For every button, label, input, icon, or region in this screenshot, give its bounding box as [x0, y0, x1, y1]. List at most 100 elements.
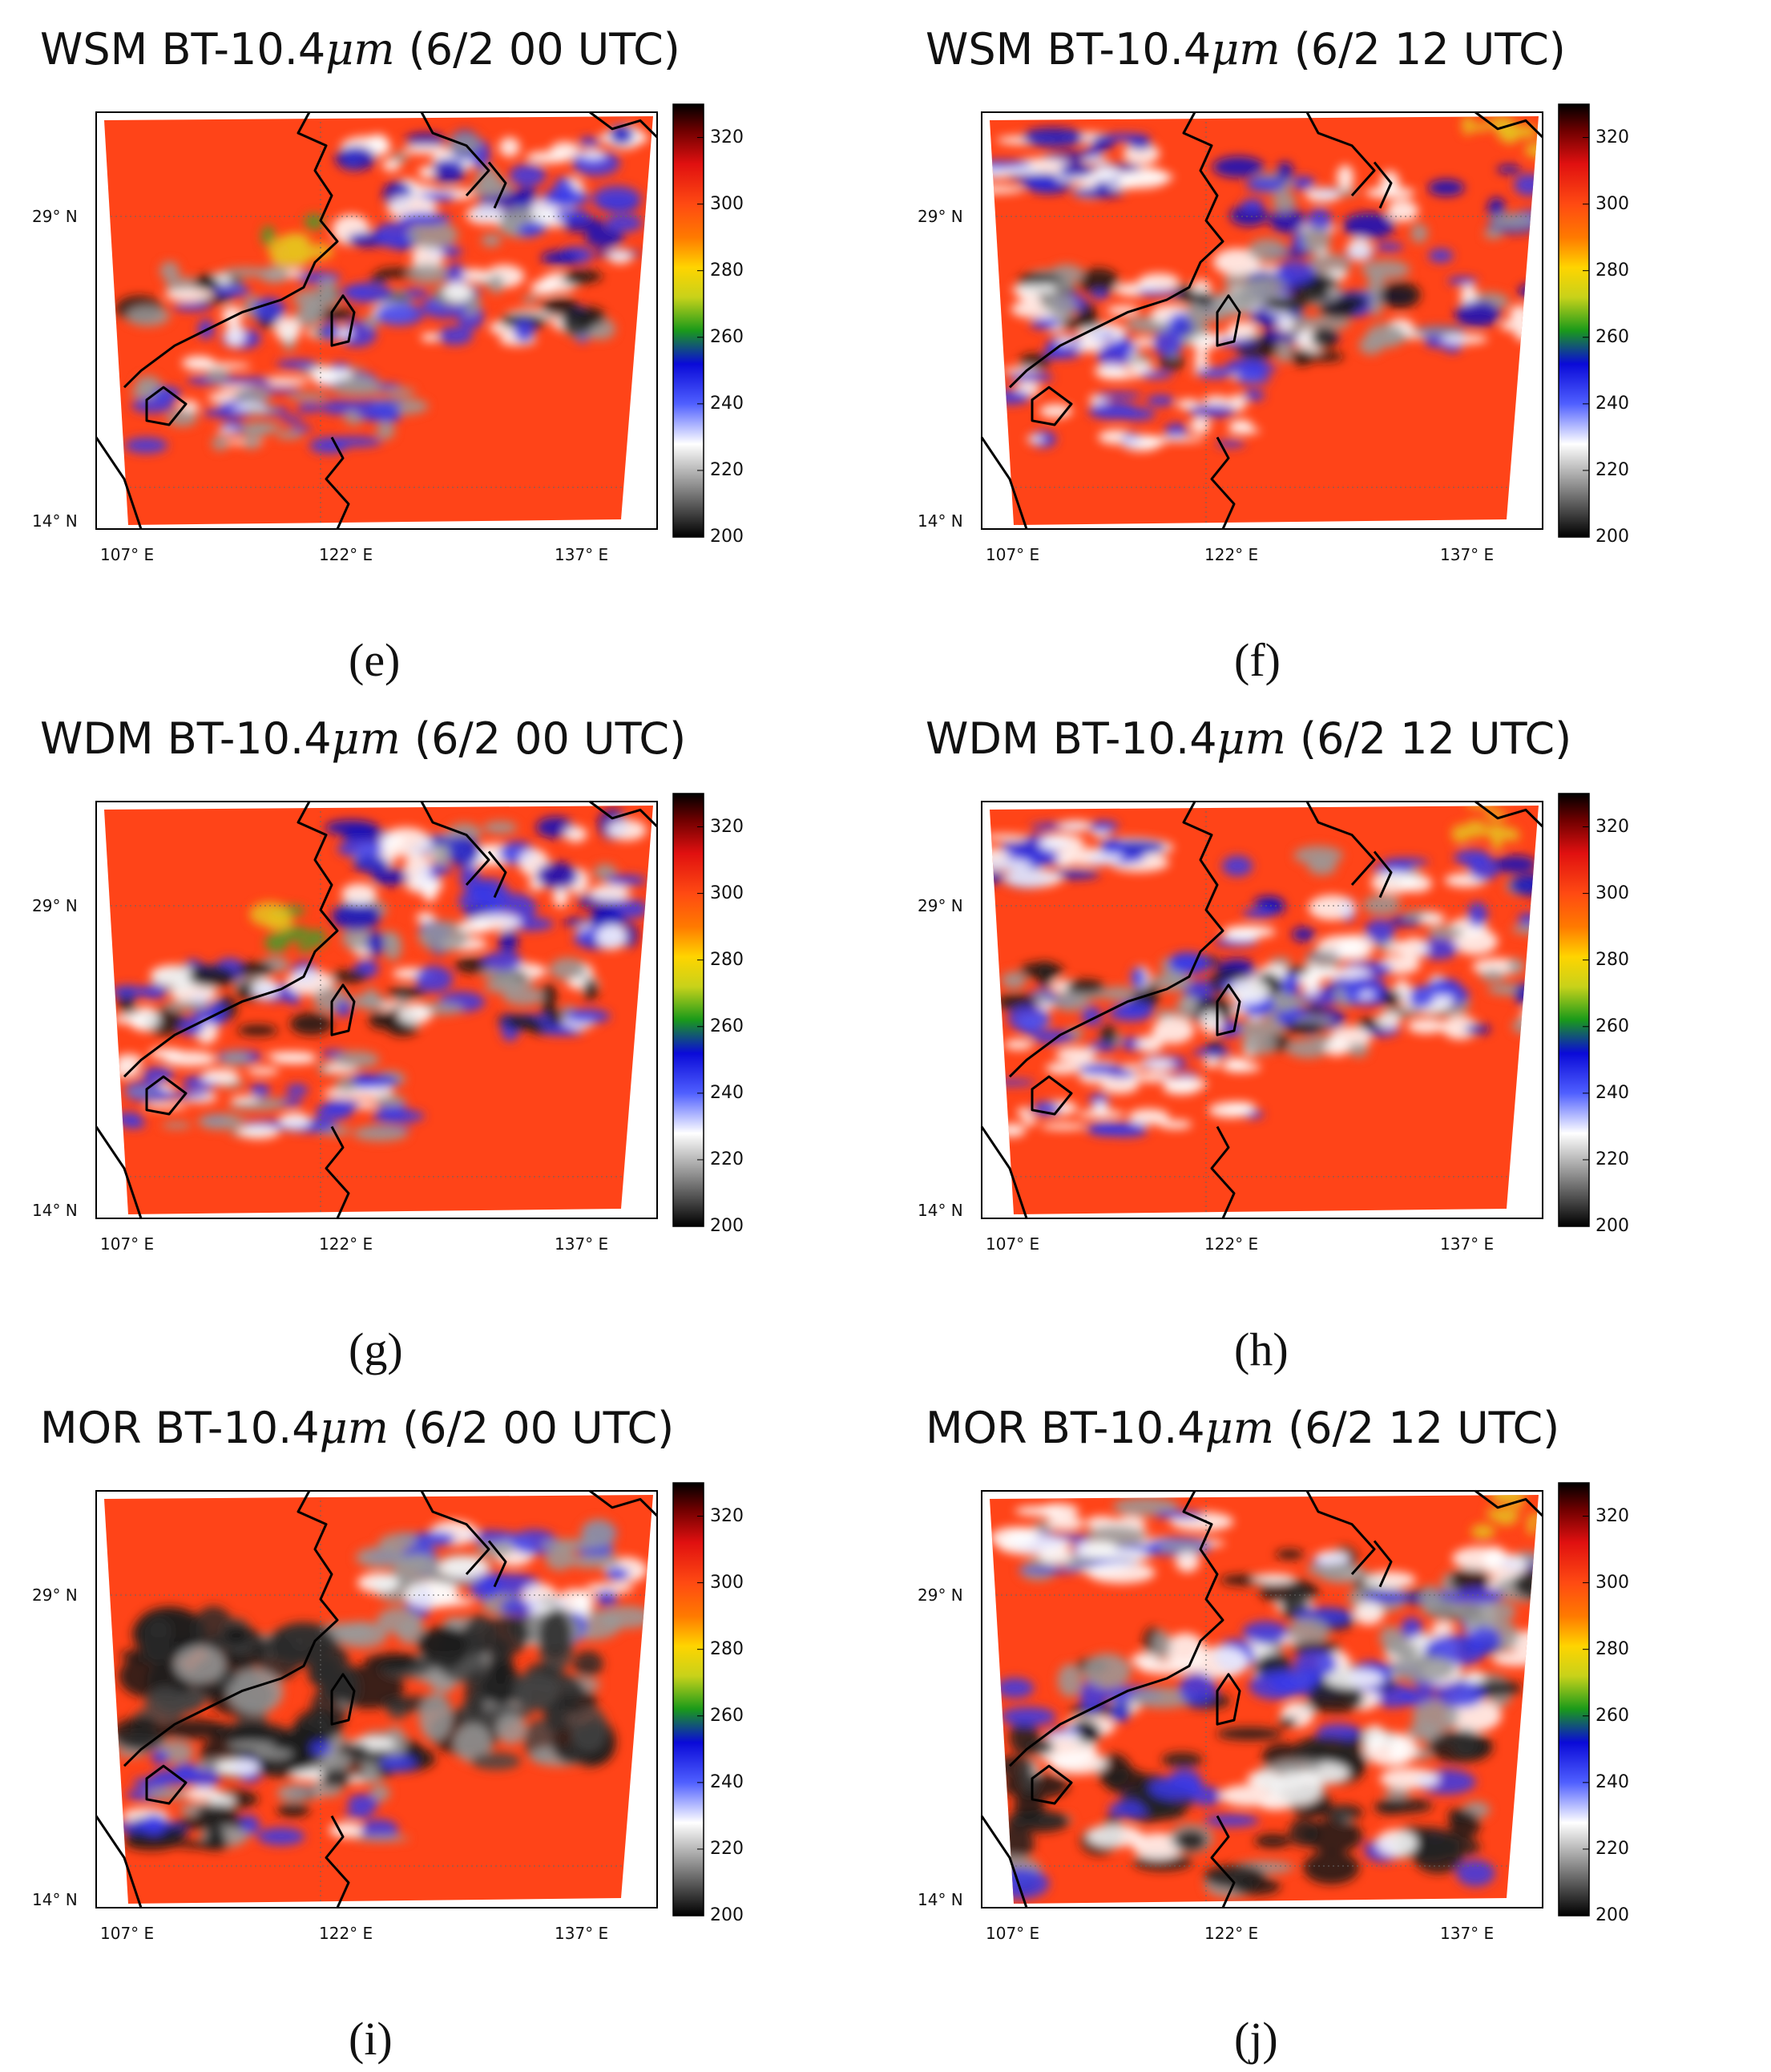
- colorbar: [672, 1482, 704, 1916]
- bt-field: [990, 1495, 1539, 1904]
- panel-f: WSM BT-10.4μm (6/2 12 UTC) 320 300 280 260 24…: [886, 0, 1771, 689]
- panel-caption: (e): [349, 634, 401, 686]
- bt-field: [990, 806, 1539, 1214]
- panel-title: WSM BT-10.4μm (6/2 00 UTC): [40, 24, 680, 75]
- colorbar-tick-label: 220: [1596, 1838, 1629, 1859]
- title-unit: μm: [1211, 24, 1281, 75]
- latitude-tick-label: 14° N: [918, 511, 963, 531]
- colorbar-tick-label: 260: [710, 1705, 744, 1726]
- colorbar-tick-label: 240: [1596, 1771, 1629, 1792]
- title-variable: BT-10.4: [167, 713, 332, 764]
- colorbar-tick-label: 280: [710, 260, 744, 281]
- colorbar-tick-label: 240: [710, 1082, 744, 1103]
- latitude-tick-label: 29° N: [918, 207, 963, 226]
- panel-h: WDM BT-10.4μm (6/2 12 UTC) 320 300 280 260 24…: [886, 689, 1771, 1379]
- panel-i: MOR BT-10.4μm (6/2 00 UTC) 320 300 280 260 24…: [0, 1379, 886, 2068]
- panel-j: MOR BT-10.4μm (6/2 12 UTC) 320 300 280 260 24…: [886, 1379, 1771, 2068]
- colorbar-tick-label: 200: [1596, 527, 1629, 547]
- colorbar-tick-label: 220: [1596, 1149, 1629, 1169]
- colorbar-tick-label: 260: [710, 326, 744, 347]
- colorbar-tick-label: 280: [1596, 260, 1629, 281]
- title-model-variable: WDM: [40, 713, 154, 764]
- panel-title: WDM BT-10.4μm (6/2 00 UTC): [40, 713, 686, 764]
- title-variable: BT-10.4: [1047, 24, 1212, 75]
- bt-field: [104, 116, 653, 525]
- latitude-tick-label: 29° N: [32, 896, 78, 915]
- latitude-tick-label: 14° N: [32, 1200, 78, 1220]
- bt-map: [95, 1482, 704, 1916]
- bt-field: [104, 1495, 653, 1904]
- colorbar-tick-label: 260: [1596, 1705, 1629, 1726]
- longitude-tick-label: 107° E: [100, 1924, 155, 1943]
- title-variable: BT-10.4: [1040, 1403, 1205, 1453]
- latitude-tick-label: 29° N: [32, 207, 78, 226]
- latitude-tick-label: 14° N: [32, 1889, 78, 1909]
- colorbar-tick-label: 220: [710, 459, 744, 480]
- colorbar-tick-label: 320: [1596, 1505, 1629, 1526]
- colorbar-tick-label: 280: [710, 1638, 744, 1659]
- longitude-tick-label: 122° E: [1204, 545, 1259, 564]
- panel-title: WSM BT-10.4μm (6/2 12 UTC): [926, 24, 1566, 75]
- title-unit: μm: [331, 713, 401, 764]
- coastlines: [95, 1489, 659, 1908]
- title-time: (6/2 12 UTC): [1293, 24, 1566, 75]
- colorbar-tick-label: 300: [710, 883, 744, 903]
- bt-field: [104, 806, 653, 1214]
- panel-caption: (i): [349, 2013, 393, 2065]
- longitude-tick-label: 137° E: [555, 545, 609, 564]
- longitude-tick-label: 107° E: [986, 1924, 1040, 1943]
- panel-caption: (h): [1234, 1323, 1289, 1375]
- colorbar-tick-label: 300: [1596, 883, 1629, 903]
- coastlines: [980, 800, 1544, 1219]
- longitude-tick-label: 107° E: [986, 545, 1040, 564]
- bt-map: [95, 793, 704, 1227]
- longitude-tick-label: 122° E: [319, 1234, 373, 1254]
- colorbar-tick-label: 200: [710, 527, 744, 547]
- longitude-tick-label: 122° E: [319, 545, 373, 564]
- panel-title: WDM BT-10.4μm (6/2 12 UTC): [926, 713, 1571, 764]
- bt-map: [980, 103, 1590, 538]
- panel-e: WSM BT-10.4μm (6/2 00 UTC) 320 300 280 260 24…: [0, 0, 886, 689]
- title-time: (6/2 00 UTC): [402, 1403, 675, 1453]
- colorbar-tick-label: 240: [1596, 393, 1629, 414]
- longitude-tick-label: 107° E: [100, 545, 155, 564]
- latitude-tick-label: 14° N: [32, 511, 78, 531]
- longitude-tick-label: 137° E: [1440, 545, 1495, 564]
- colorbar-tick-label: 220: [1596, 459, 1629, 480]
- panel-title: MOR BT-10.4μm (6/2 00 UTC): [40, 1403, 674, 1453]
- coastlines: [95, 111, 659, 530]
- latitude-tick-label: 29° N: [918, 1585, 963, 1605]
- latitude-tick-label: 29° N: [918, 896, 963, 915]
- latitude-tick-label: 14° N: [918, 1200, 963, 1220]
- colorbar: [1558, 1482, 1590, 1916]
- colorbar-tick-label: 200: [1596, 1905, 1629, 1925]
- longitude-tick-label: 137° E: [1440, 1924, 1495, 1943]
- latitude-tick-label: 14° N: [918, 1889, 963, 1909]
- title-model-variable: MOR: [40, 1403, 142, 1453]
- colorbar-tick-label: 280: [1596, 949, 1629, 970]
- colorbar-tick-label: 300: [710, 1572, 744, 1593]
- colorbar: [1558, 793, 1590, 1227]
- title-model-variable: MOR: [926, 1403, 1027, 1453]
- colorbar-tick-label: 320: [1596, 816, 1629, 837]
- panel-g: WDM BT-10.4μm (6/2 00 UTC) 320 300 280 260 24…: [0, 689, 886, 1379]
- title-unit: μm: [325, 24, 395, 75]
- colorbar-tick-label: 300: [1596, 1572, 1629, 1593]
- title-variable: BT-10.4: [1052, 713, 1217, 764]
- bt-field: [990, 116, 1539, 525]
- bt-map: [980, 793, 1590, 1227]
- panel-title: MOR BT-10.4μm (6/2 12 UTC): [926, 1403, 1559, 1453]
- bt-map: [95, 103, 704, 538]
- panel-caption: (j): [1234, 2013, 1278, 2065]
- longitude-tick-label: 107° E: [100, 1234, 155, 1254]
- colorbar-tick-label: 200: [1596, 1216, 1629, 1236]
- bt-map: [980, 1482, 1590, 1916]
- colorbar-tick-label: 280: [710, 949, 744, 970]
- colorbar-tick-label: 260: [1596, 326, 1629, 347]
- colorbar: [672, 793, 704, 1227]
- colorbar-tick-label: 240: [1596, 1082, 1629, 1103]
- longitude-tick-label: 122° E: [319, 1924, 373, 1943]
- longitude-tick-label: 122° E: [1204, 1924, 1259, 1943]
- longitude-tick-label: 137° E: [555, 1234, 609, 1254]
- colorbar-tick-label: 320: [710, 1505, 744, 1526]
